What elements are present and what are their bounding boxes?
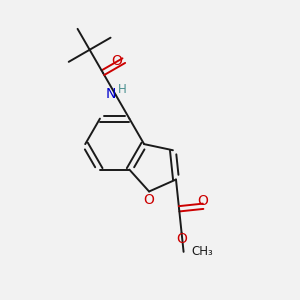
Text: O: O bbox=[176, 232, 187, 246]
Text: O: O bbox=[198, 194, 208, 208]
Text: N: N bbox=[106, 87, 116, 100]
Text: O: O bbox=[144, 193, 154, 207]
Text: O: O bbox=[111, 54, 122, 68]
Text: CH₃: CH₃ bbox=[191, 245, 213, 258]
Text: H: H bbox=[118, 83, 127, 96]
